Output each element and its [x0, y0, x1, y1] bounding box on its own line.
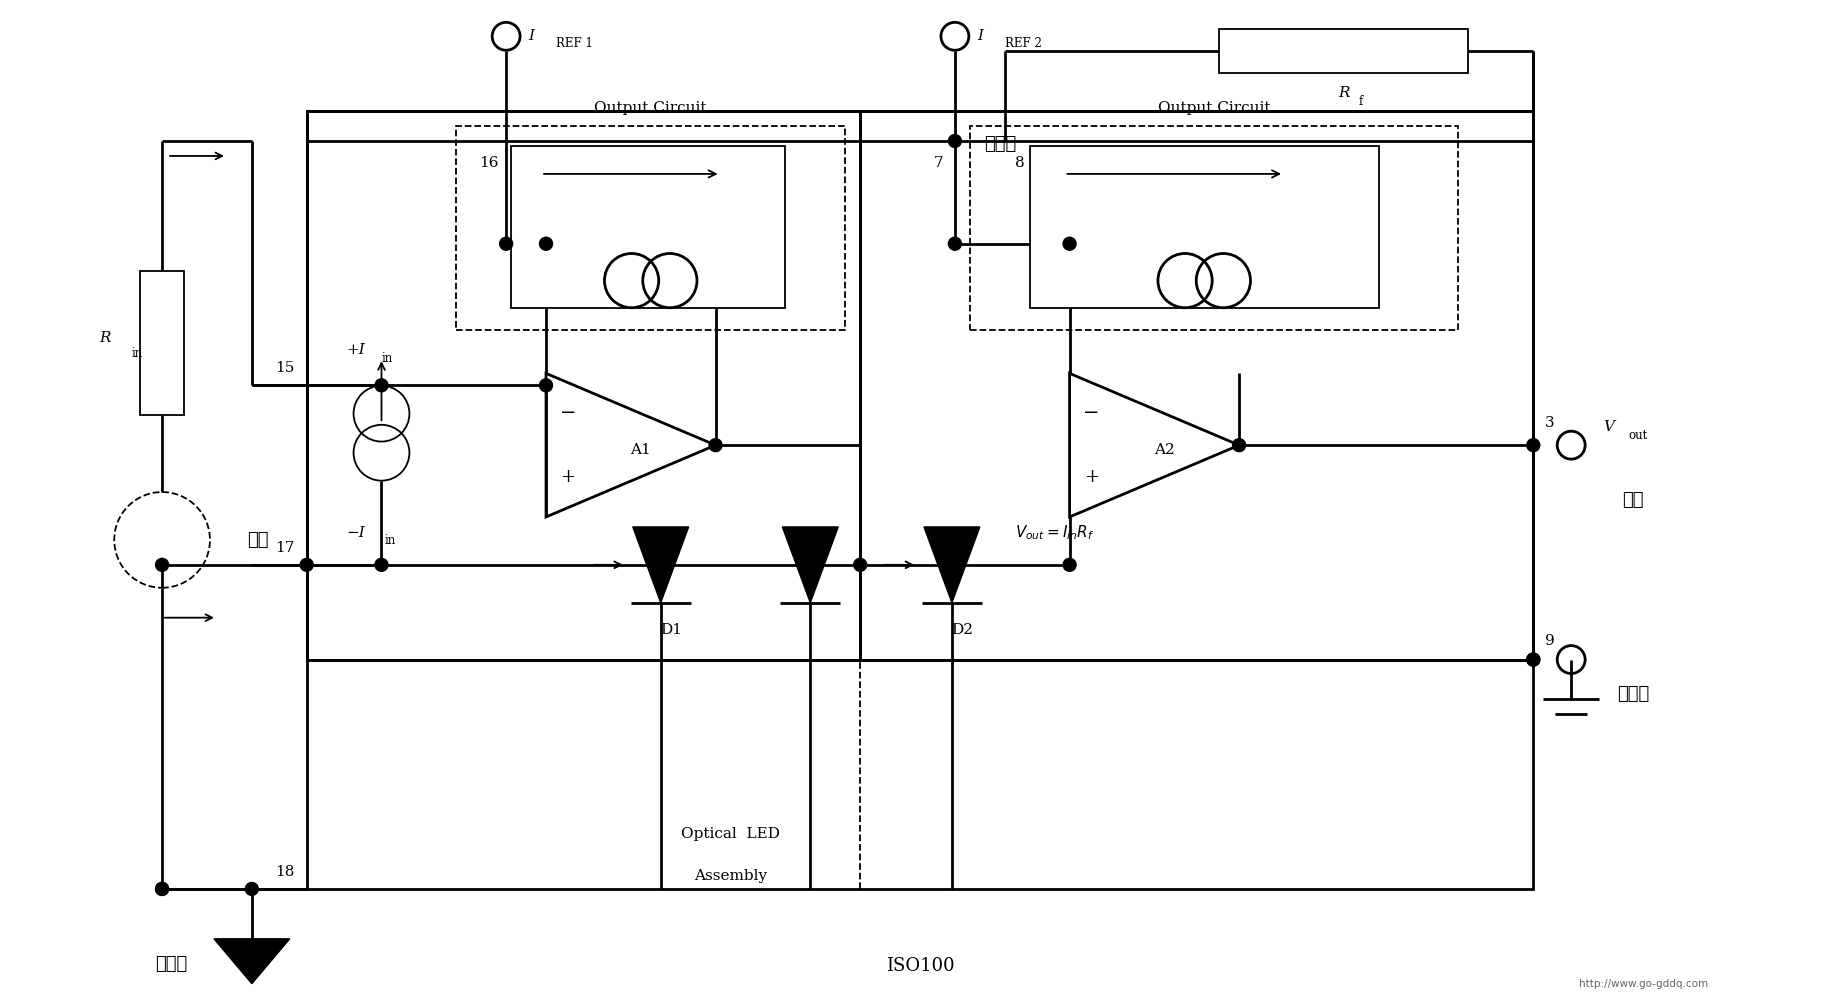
Circle shape: [945, 559, 958, 571]
Text: $V_{out}=I_{in}R_f$: $V_{out}=I_{in}R_f$: [1015, 524, 1094, 543]
Polygon shape: [632, 527, 689, 603]
Polygon shape: [923, 527, 980, 603]
Bar: [139, 270, 183, 415]
Circle shape: [947, 135, 960, 148]
Text: in: in: [132, 347, 143, 360]
Text: Output Circuit: Output Circuit: [594, 102, 707, 116]
Bar: [859, 112, 1532, 659]
Text: −: −: [1083, 404, 1099, 422]
Circle shape: [500, 237, 513, 250]
Circle shape: [539, 379, 551, 392]
Text: 输入地: 输入地: [154, 955, 187, 973]
Circle shape: [1063, 559, 1075, 571]
Text: f: f: [1358, 94, 1363, 108]
Circle shape: [1526, 438, 1539, 451]
Text: 7: 7: [932, 156, 942, 170]
Text: A2: A2: [1154, 443, 1174, 457]
Text: REF 2: REF 2: [1004, 37, 1041, 50]
Text: I: I: [976, 29, 982, 43]
Circle shape: [1063, 237, 1075, 250]
Circle shape: [376, 379, 388, 392]
Text: 3: 3: [1544, 416, 1554, 430]
Text: D1: D1: [660, 623, 682, 636]
Text: V: V: [1603, 420, 1614, 434]
Bar: [1218, 29, 1467, 73]
Text: 隔离层: 隔离层: [984, 135, 1015, 153]
Text: −I: −I: [346, 526, 365, 540]
Circle shape: [156, 882, 169, 895]
Text: 8: 8: [1015, 156, 1024, 170]
Bar: [511, 146, 784, 308]
Bar: [1030, 146, 1378, 308]
Text: 16: 16: [478, 156, 498, 170]
Text: 18: 18: [275, 865, 295, 879]
Text: 17: 17: [275, 541, 295, 555]
Circle shape: [156, 882, 169, 895]
Text: +I: +I: [346, 344, 365, 358]
Circle shape: [947, 237, 960, 250]
Text: +: +: [561, 468, 575, 486]
Circle shape: [539, 237, 551, 250]
Text: R: R: [1337, 86, 1348, 100]
Circle shape: [376, 559, 388, 571]
Text: R: R: [99, 331, 110, 345]
Text: 15: 15: [275, 362, 295, 375]
Circle shape: [654, 559, 667, 571]
Text: Output Circuit: Output Circuit: [1158, 102, 1270, 116]
Bar: [306, 112, 859, 659]
Text: A1: A1: [630, 443, 650, 457]
Text: D2: D2: [951, 623, 973, 636]
Text: out: out: [1627, 429, 1647, 441]
Text: http://www.go-gddq.com: http://www.go-gddq.com: [1577, 979, 1707, 989]
Bar: [969, 126, 1458, 331]
Circle shape: [804, 559, 817, 571]
Text: −: −: [559, 404, 575, 422]
Text: 输出地: 输出地: [1616, 685, 1649, 704]
Text: REF 1: REF 1: [555, 37, 592, 50]
Text: Optical  LED: Optical LED: [682, 827, 780, 841]
Circle shape: [245, 882, 258, 895]
Text: I: I: [528, 29, 533, 43]
Text: Assembly: Assembly: [694, 869, 766, 883]
Text: ISO100: ISO100: [885, 957, 954, 975]
Circle shape: [1526, 653, 1539, 666]
Polygon shape: [214, 939, 289, 984]
Polygon shape: [782, 527, 837, 603]
Text: 9: 9: [1544, 633, 1554, 647]
Text: 输入: 输入: [247, 531, 267, 549]
Bar: [306, 112, 1532, 889]
Text: in: in: [385, 535, 396, 548]
Text: in: in: [381, 352, 392, 365]
Circle shape: [156, 559, 169, 571]
Circle shape: [1526, 653, 1539, 666]
Bar: [456, 126, 845, 331]
Circle shape: [709, 438, 722, 451]
Circle shape: [854, 559, 867, 571]
Circle shape: [1231, 438, 1246, 451]
Text: 输出: 输出: [1621, 491, 1643, 509]
Circle shape: [300, 559, 313, 571]
Text: +: +: [1083, 468, 1099, 486]
